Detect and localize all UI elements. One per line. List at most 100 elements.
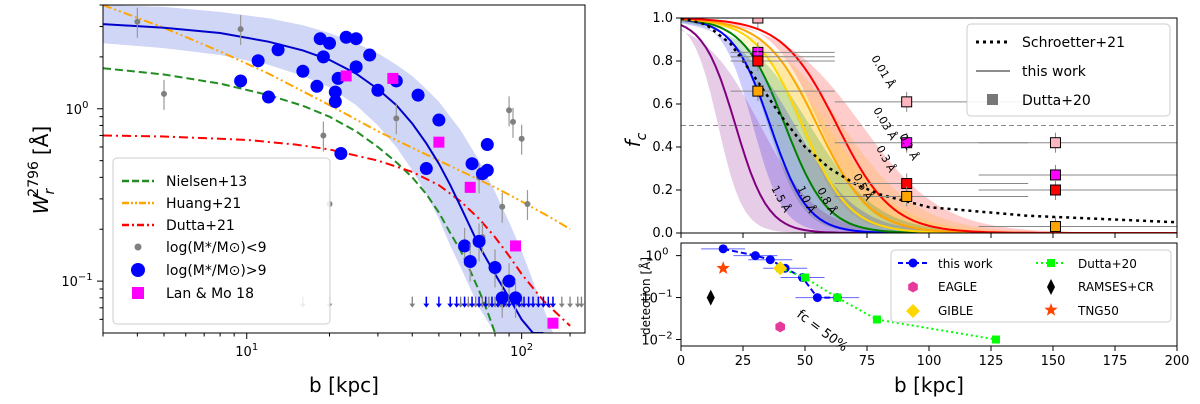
legend-lowmass-label: log(M*/M⊙)<9 bbox=[166, 240, 267, 256]
highmass-point bbox=[472, 234, 486, 248]
lowmass-point bbox=[518, 135, 525, 142]
highmass-point bbox=[296, 64, 310, 78]
threshold-label: 0.03 Å bbox=[870, 105, 899, 143]
blue-upper-limit-head bbox=[482, 303, 489, 308]
gray-upper-limit-head bbox=[409, 303, 416, 308]
lanmo-point bbox=[387, 72, 399, 84]
thiswork-point bbox=[765, 255, 775, 265]
legend-b-tng50-label: TNG50 bbox=[1077, 304, 1119, 318]
dutta20-point bbox=[1049, 221, 1061, 233]
blue-upper-limit-head bbox=[488, 303, 495, 308]
highmass-point bbox=[480, 138, 494, 152]
right-top-panel: 0.01 Å0.03 Å0.1 Å0.3 Å0.5 Å0.8 Å1.0 Å1.5… bbox=[621, 11, 1178, 241]
lowmass-point bbox=[134, 18, 141, 25]
ramses-cr-marker bbox=[706, 289, 715, 306]
legend-b-dutta20-marker bbox=[1047, 259, 1055, 267]
right-bottom-x-tick-label: 125 bbox=[979, 354, 1004, 369]
legend-dutta20-label: Dutta+20 bbox=[1022, 93, 1091, 109]
lanmo-point bbox=[433, 136, 445, 148]
right-top-y-tick-label: 0.6 bbox=[652, 97, 673, 112]
legend-b-ramses-label: RAMSES+CR bbox=[1078, 280, 1154, 294]
dutta20-point bbox=[901, 96, 913, 108]
highmass-point bbox=[488, 260, 502, 274]
highmass-point bbox=[262, 90, 276, 104]
blue-upper-limit-head bbox=[540, 303, 547, 308]
legend-highmass-marker bbox=[131, 263, 145, 277]
dutta20-point bbox=[752, 18, 764, 24]
left-y-tick-label: 100 bbox=[66, 100, 89, 118]
legend-lanmo-label: Lan & Mo 18 bbox=[166, 286, 254, 302]
lowmass-point bbox=[499, 203, 506, 210]
gray-upper-limit-head bbox=[567, 303, 574, 308]
dutta20-point bbox=[872, 315, 881, 324]
legend-b-tng50-marker bbox=[1044, 303, 1058, 316]
highmass-point bbox=[495, 291, 509, 305]
blue-upper-limit-head bbox=[469, 303, 476, 308]
gray-upper-limit-head bbox=[558, 303, 565, 308]
fc-curve-15 bbox=[681, 24, 1177, 233]
right-top-y-tick-label: 0.2 bbox=[652, 183, 673, 198]
threshold-label: 0.01 Å bbox=[868, 53, 897, 91]
legend-dutta20-marker bbox=[987, 94, 998, 105]
dutta20-point bbox=[801, 273, 809, 282]
tng50-marker bbox=[716, 261, 730, 274]
lowmass-point bbox=[320, 132, 327, 139]
highmass-point bbox=[334, 147, 348, 161]
highmass-point bbox=[339, 30, 353, 44]
left-x-axis-label: b [kpc] bbox=[309, 373, 379, 397]
legend-b-gible-marker bbox=[906, 304, 920, 318]
right-bottom-x-tick-label: 150 bbox=[1041, 354, 1066, 369]
highmass-point bbox=[502, 274, 516, 288]
band-10 bbox=[681, 19, 1177, 233]
legend-lanmo-marker bbox=[132, 287, 144, 299]
right-bottom-x-axis-label: b [kpc] bbox=[894, 373, 964, 397]
line-huang-21 bbox=[103, 5, 571, 231]
right-top-legend: Schroetter+21 this work Dutta+20 bbox=[966, 23, 1171, 117]
highmass-point bbox=[328, 85, 342, 99]
left-x-tick-label: 101 bbox=[235, 342, 258, 360]
highmass-point bbox=[310, 79, 324, 93]
lanmo-point bbox=[510, 240, 522, 252]
left-y-tick-label: 10−1 bbox=[61, 272, 92, 290]
blue-upper-limit-head bbox=[530, 303, 537, 308]
right-bottom-legend: this work EAGLE GIBLE Dutta+20 RAMSES+CR… bbox=[890, 249, 1172, 323]
right-top-y-tick-label: 0.8 bbox=[652, 54, 673, 69]
gible-marker bbox=[773, 261, 788, 276]
dutta20-point bbox=[901, 137, 913, 149]
right-top-y-tick-label: 0.0 bbox=[652, 226, 673, 241]
dutta20-point bbox=[1049, 169, 1061, 181]
blue-upper-limit-head bbox=[525, 303, 532, 308]
left-axes-frame bbox=[102, 4, 586, 334]
legend-huang-label: Huang+21 bbox=[166, 196, 241, 212]
highmass-point bbox=[463, 254, 477, 268]
eagle-marker bbox=[775, 321, 785, 333]
right-bottom-x-tick-label: 50 bbox=[797, 354, 814, 369]
lanmo-point bbox=[547, 317, 559, 329]
thiswork-point bbox=[750, 251, 760, 261]
lowmass-point bbox=[524, 201, 531, 208]
dutta20-point bbox=[1049, 184, 1061, 196]
right-bottom-x-tick-label: 0 bbox=[677, 354, 685, 369]
lowmass-point bbox=[160, 90, 167, 97]
blue-upper-limit-head bbox=[447, 303, 454, 308]
dutta20-line bbox=[779, 267, 997, 341]
line-dutta-21 bbox=[103, 134, 571, 327]
blue-upper-limit-head bbox=[494, 303, 501, 308]
blue-upper-limit-head bbox=[476, 303, 483, 308]
lanmo-point bbox=[464, 181, 476, 193]
band-08 bbox=[681, 19, 1177, 233]
highmass-point bbox=[432, 113, 446, 127]
legend-b-ramses-marker bbox=[1047, 279, 1055, 295]
blue-upper-limit-head bbox=[453, 303, 460, 308]
blue-upper-limit-head bbox=[535, 303, 542, 308]
legend-b-thiswork-label: this work bbox=[938, 257, 993, 271]
right-bottom-x-tick-label: 25 bbox=[735, 354, 752, 369]
highmass-point bbox=[363, 48, 377, 62]
right-bottom-x-tick-label: 100 bbox=[917, 354, 942, 369]
fc-50-annotation: fc = 50% bbox=[794, 307, 851, 355]
highmass-point bbox=[480, 163, 494, 177]
fc-curve-10 bbox=[681, 18, 1177, 233]
lowmass-point bbox=[506, 107, 513, 114]
